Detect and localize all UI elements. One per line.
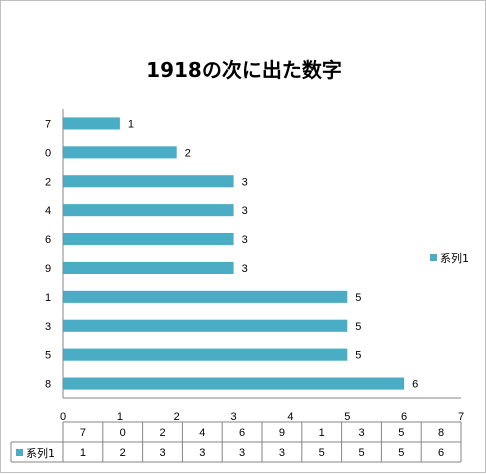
data-label-4: 3 (242, 205, 248, 217)
category-label-1: 1 (45, 292, 51, 304)
bar-3 (63, 319, 348, 332)
table-header-cell: 4 (199, 427, 205, 439)
table-value-cell: 5 (398, 447, 404, 459)
bar-6 (63, 233, 234, 246)
table-value-cell: 3 (239, 447, 245, 459)
table-value-cell: 5 (358, 447, 364, 459)
category-label-3: 3 (45, 321, 51, 333)
table-header-cell: 7 (80, 427, 86, 439)
bar-7 (63, 117, 120, 130)
table-legend-swatch (16, 449, 23, 456)
data-label-2: 3 (242, 176, 248, 188)
bar-2 (63, 175, 234, 188)
x-tick-label: 2 (174, 411, 180, 423)
category-label-7: 7 (45, 118, 51, 130)
x-tick-label: 3 (231, 411, 237, 423)
data-label-6: 3 (242, 234, 248, 246)
data-label-5: 5 (355, 350, 361, 362)
x-tick-label: 4 (287, 411, 293, 423)
category-label-9: 9 (45, 263, 51, 275)
table-header-cell: 6 (239, 427, 245, 439)
bar-8 (63, 377, 405, 390)
data-table: 7 1 0 2 2 3 4 3 6 3 9 3 1 5 3 5 5 5 8 6 系列1 (10, 421, 462, 463)
category-label-0: 0 (45, 147, 51, 159)
table-value-cell: 2 (120, 447, 126, 459)
data-label-7: 1 (128, 118, 134, 130)
table-value-cell: 3 (279, 447, 285, 459)
bar-0 (63, 146, 177, 159)
data-label-3: 5 (355, 321, 361, 333)
axes-layer: 8 5 3 1 9 6 4 2 0 7 0 1 2 3 4 5 6 7 (45, 109, 464, 423)
x-tick-label: 0 (60, 411, 66, 423)
bar-5 (63, 348, 348, 361)
chart-title: 1918の次に出た数字 (146, 58, 342, 82)
table-value-cell: 5 (319, 447, 325, 459)
category-label-6: 6 (45, 234, 51, 246)
category-label-8: 8 (45, 379, 51, 391)
legend-label: 系列1 (440, 251, 469, 265)
x-tick-label: 5 (344, 411, 350, 423)
bar-1 (63, 290, 348, 303)
table-value-cell: 3 (159, 447, 165, 459)
category-label-2: 2 (45, 176, 51, 188)
legend: 系列1 (430, 251, 469, 265)
table-header-cell: 3 (358, 427, 364, 439)
table-value-cell: 6 (438, 447, 444, 459)
table-header-cell: 9 (279, 427, 285, 439)
table-series-label: 系列1 (26, 446, 55, 460)
x-tick-label: 6 (401, 411, 407, 423)
table-header-cell: 8 (438, 427, 444, 439)
table-header-cell: 0 (120, 427, 126, 439)
table-header-cell: 1 (319, 427, 325, 439)
table-value-cell: 1 (80, 447, 86, 459)
data-label-0: 2 (185, 147, 191, 159)
data-label-9: 3 (242, 263, 248, 275)
legend-swatch (430, 254, 437, 261)
table-value-cell: 3 (199, 447, 205, 459)
data-label-1: 5 (355, 292, 361, 304)
category-label-4: 4 (45, 205, 51, 217)
bar-9 (63, 261, 234, 274)
data-label-8: 6 (412, 379, 418, 391)
table-header-cell: 2 (159, 427, 165, 439)
table-header-cell: 5 (398, 427, 404, 439)
x-tick-label: 1 (117, 411, 123, 423)
category-label-5: 5 (45, 350, 51, 362)
bar-4 (63, 204, 234, 217)
x-tick-label: 7 (458, 411, 464, 423)
bars-layer: 6 5 5 5 3 3 3 3 2 1 (63, 117, 418, 391)
